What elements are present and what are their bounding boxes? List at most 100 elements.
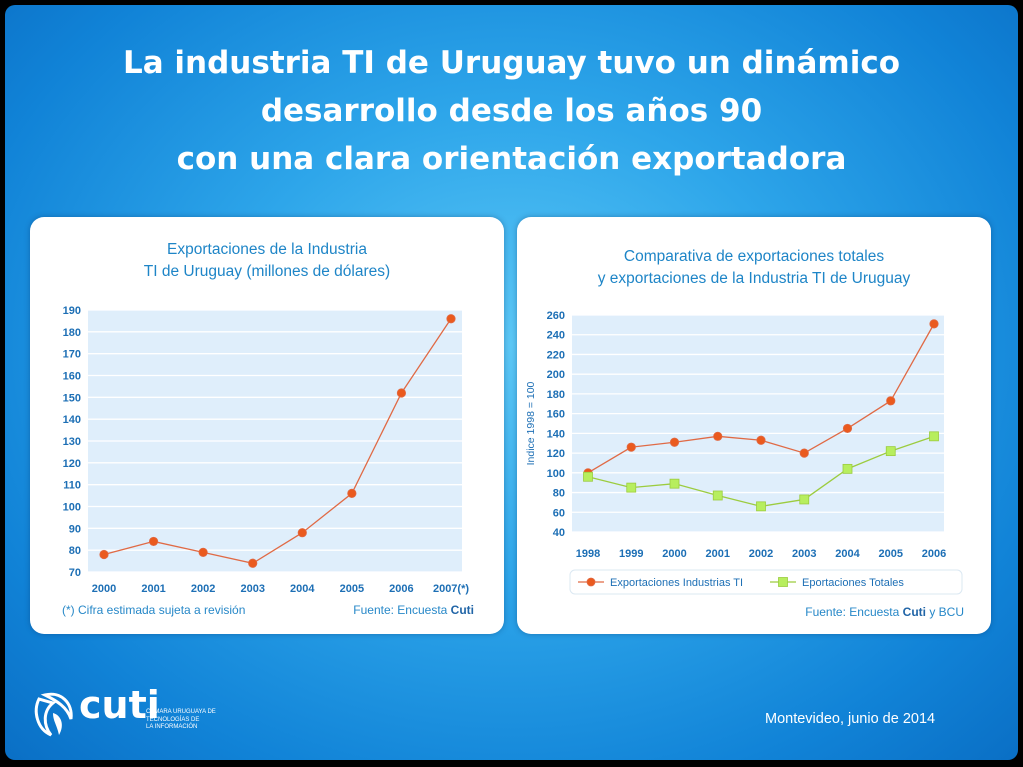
y-tick-label: 150 [63,392,81,404]
cuti-logo-mark-icon [34,692,73,737]
chart-footnote: (*) Cifra estimada sujeta a revisión [62,603,246,617]
slide: La industria TI de Uruguay tuvo un dinám… [5,5,1018,760]
data-point [842,423,853,434]
chart-panel-comparison: 40 60 80 100 120 140 160 180 200 220 240 260 1998 199… [517,217,991,634]
y-tick-label: 90 [69,523,81,535]
source-prefix: Fuente: Encuesta [805,605,903,619]
chart-source: Fuente: Encuesta Cuti y BCU [805,605,964,619]
data-point [583,471,593,482]
logo-subtitle-line-1: CÁMARA URUGUAYA DE [146,709,216,715]
x-tick-label: 2002 [191,583,215,595]
legend-label: Eportaciones Totales [802,577,904,589]
y-tick-label: 240 [547,330,565,342]
y-tick-label: 220 [547,349,565,361]
cuti-logo: cuti CÁMARA URUGUAYA DE TECNOLOGÍAS DE L… [31,683,231,741]
data-point [713,431,723,441]
data-point [99,549,109,560]
source-brand: Cuti [902,605,926,619]
y-tick-label: 120 [63,458,81,470]
logo-subtitle-line-2: TECNOLOGÍAS DE [146,716,200,723]
data-point [799,494,810,505]
y-axis-label: Indice 1998 = 100 [525,381,537,465]
x-tick-label: 2006 [922,548,946,560]
data-point [885,446,896,457]
data-point [756,501,766,512]
y-tick-label: 120 [547,448,565,460]
y-tick-label: 80 [553,488,565,500]
chart-panel-it-exports: 70 80 90 100 110 120 130 140 150 160 170 180 190 2000… [30,217,504,634]
y-tick-label: 190 [63,305,81,317]
legend-label: Exportaciones Industrias TI [610,577,743,589]
chart-title-line-2: TI de Uruguay (millones de dólares) [143,262,391,280]
data-point [396,388,407,398]
chart-title: Exportaciones de la Industria TI de Urug… [30,239,504,282]
plot-area [572,315,944,532]
y-tick-label: 40 [553,527,565,539]
slide-title: La industria TI de Uruguay tuvo un dinám… [5,39,1018,183]
x-tick-label: 2001 [706,548,730,560]
x-tick-label: 2000 [92,583,116,595]
y-tick-label: 170 [63,349,81,361]
data-point [842,463,853,474]
legend-swatch-marker [586,577,596,587]
series-line [103,318,452,564]
data-point [756,435,766,445]
logo-subtitle-line-3: LA INFORMACIÓN [146,724,198,730]
data-point [799,448,809,458]
chart-comparison: 40 60 80 100 120 140 160 180 200 220 240 260 1998 199… [525,310,963,595]
y-tick-label: 70 [69,567,81,579]
y-tick-label: 100 [63,502,81,514]
x-tick-label: 2007(*) [433,583,469,595]
y-tick-label: 200 [547,369,565,381]
y-tick-label: 160 [63,371,81,383]
x-tick-label: 2000 [662,548,686,560]
x-tick-label: 1999 [619,548,643,560]
x-tick-label: 2002 [749,548,773,560]
y-tick-label: 180 [547,389,565,401]
logo-subtitle: CÁMARA URUGUAYA DE TECNOLOGÍAS DE LA INF… [146,709,216,732]
y-tick-label: 160 [547,409,565,421]
logo-wordmark: cuti [79,683,160,727]
data-point [929,431,939,442]
data-point [626,442,636,452]
x-tick-label: 1998 [576,548,600,560]
chart-title-line-2: y exportaciones de la Industria TI de Ur… [597,269,911,287]
x-tick-label: 2003 [240,583,264,595]
data-point [929,319,939,329]
x-tick-label: 2005 [340,583,364,595]
chart-title: Comparativa de exportaciones totales y e… [517,246,991,289]
y-tick-label: 60 [553,507,565,519]
source-suffix: y BCU [925,605,964,619]
x-tick-label: 2006 [389,583,413,595]
data-point [248,558,258,568]
y-tick-label: 140 [547,428,565,440]
x-tick-label: 2004 [290,583,315,595]
y-tick-label: 180 [63,327,81,339]
data-point [446,314,456,324]
data-point [886,396,896,406]
legend [569,569,963,595]
y-tick-label: 80 [69,545,81,557]
y-tick-label: 100 [547,468,565,480]
data-point [297,528,307,538]
data-point [712,490,723,501]
y-tick-label: 260 [547,310,565,322]
y-tick-label: 110 [63,480,81,492]
chart-it-exports: 70 80 90 100 110 120 130 140 150 160 170 180 190 2000… [63,305,470,595]
footer-date: Montevideo, junio de 2014 [765,711,936,727]
x-tick-label: 2003 [792,548,816,560]
chart-title-line-1: Comparativa de exportaciones totales [623,248,885,265]
title-line-1: La industria TI de Uruguay tuvo un dinám… [122,45,901,81]
chart-title-line-1: Exportaciones de la Industria [167,241,367,258]
data-point [669,478,680,489]
x-tick-label: 2005 [879,548,903,560]
data-point [626,482,637,493]
chart-source: Fuente: Encuesta Cuti [353,603,474,617]
source-prefix: Fuente: Encuesta [353,603,451,617]
data-point [148,536,159,547]
data-point [198,547,208,557]
y-tick-label: 140 [63,414,81,426]
y-tick-label: 130 [63,436,81,448]
data-point [669,437,680,447]
x-tick-label: 2001 [141,583,165,595]
